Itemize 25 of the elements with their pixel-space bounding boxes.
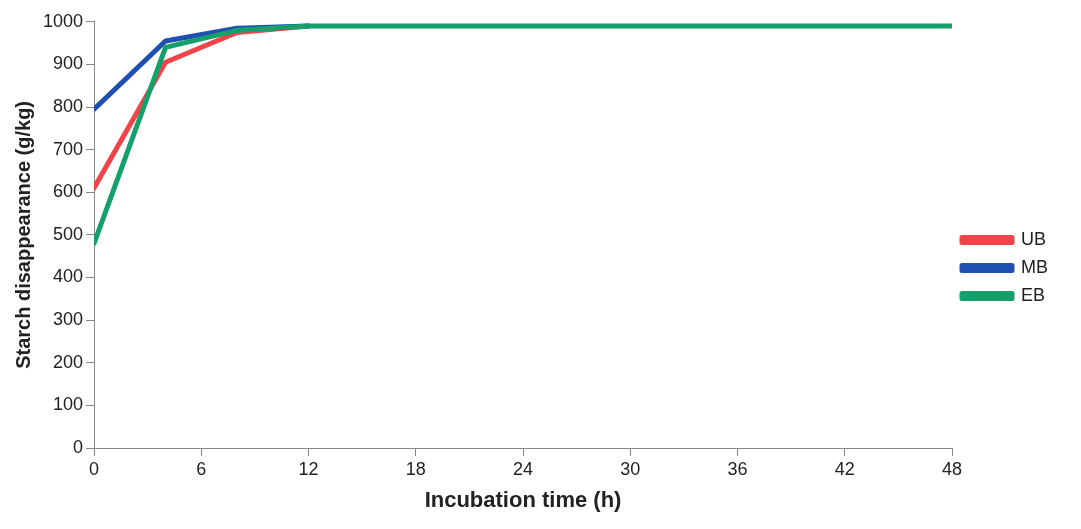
- y-tick-label: 1000: [43, 10, 84, 31]
- y-tick-label: 800: [53, 96, 84, 117]
- y-axis-title: Starch disappearance (g/kg): [11, 100, 34, 369]
- x-tick-label: 48: [941, 458, 963, 479]
- y-tick-label: 900: [53, 53, 84, 74]
- y-tick-label: 300: [53, 309, 84, 330]
- legend-label: EB: [1021, 284, 1046, 305]
- y-tick-label: 600: [53, 181, 84, 202]
- y-tick-label: 700: [53, 138, 84, 159]
- x-tick-label: 24: [513, 458, 534, 479]
- x-tick-label: 42: [834, 458, 855, 479]
- x-tick-label: 0: [89, 458, 100, 479]
- legend-label: UB: [1021, 228, 1047, 249]
- y-tick-label: 500: [53, 223, 84, 244]
- y-tick-label: 200: [53, 351, 84, 372]
- x-tick-label: 30: [620, 458, 641, 479]
- x-tick-label: 18: [405, 458, 426, 479]
- y-tick-label: 0: [73, 436, 84, 457]
- x-tick-label: 36: [727, 458, 748, 479]
- x-axis-title: Incubation time (h): [424, 486, 622, 512]
- y-tick-label: 400: [53, 266, 84, 287]
- y-tick-label: 100: [53, 394, 84, 415]
- x-tick-label: 12: [298, 458, 319, 479]
- x-tick-label: 6: [196, 458, 207, 479]
- legend-label: MB: [1021, 256, 1048, 277]
